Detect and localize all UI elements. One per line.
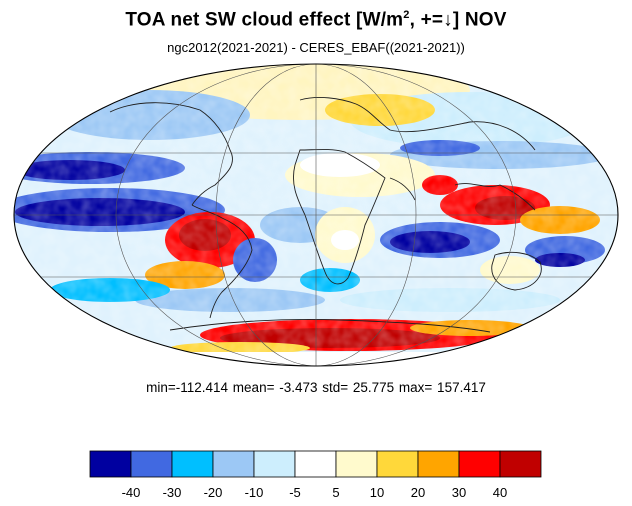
globe-outline: [13, 63, 619, 367]
statistics-line: min=-112.414 mean= -3.473 std= 25.775 ma…: [146, 380, 486, 395]
colorbar-box: [171, 450, 214, 478]
colorbar-tick-label: -10: [245, 485, 264, 500]
colorbar-tick-label: 40: [493, 485, 507, 500]
colorbar-tick-label: 30: [452, 485, 466, 500]
colorbar-box: [376, 450, 419, 478]
world-map: [13, 63, 619, 367]
colorbar-tick-label: -20: [204, 485, 223, 500]
colorbar-box: [89, 450, 132, 478]
colorbar-tick-label: -5: [289, 485, 301, 500]
colorbar-tick-label: 5: [332, 485, 339, 500]
colorbar-box: [458, 450, 501, 478]
colorbar-tick-label: -40: [122, 485, 141, 500]
colorbar-box: [212, 450, 255, 478]
colorbar-tick-label: 20: [411, 485, 425, 500]
colorbar-box: [294, 450, 337, 478]
colorbar-tick-label: -30: [163, 485, 182, 500]
colorbar-box: [417, 450, 460, 478]
plot-subtitle: ngc2012(2021-2021) - CERES_EBAF((2021-20…: [167, 40, 465, 55]
colorbar-box: [253, 450, 296, 478]
colorbar-box: [335, 450, 378, 478]
plot-title: TOA net SW cloud effect [W/m2, +=↓] NOV: [125, 9, 507, 31]
graticule: [14, 64, 618, 366]
colorbar-box: [130, 450, 173, 478]
colorbar-tick-label: 10: [370, 485, 384, 500]
colorbar-box: [499, 450, 542, 478]
